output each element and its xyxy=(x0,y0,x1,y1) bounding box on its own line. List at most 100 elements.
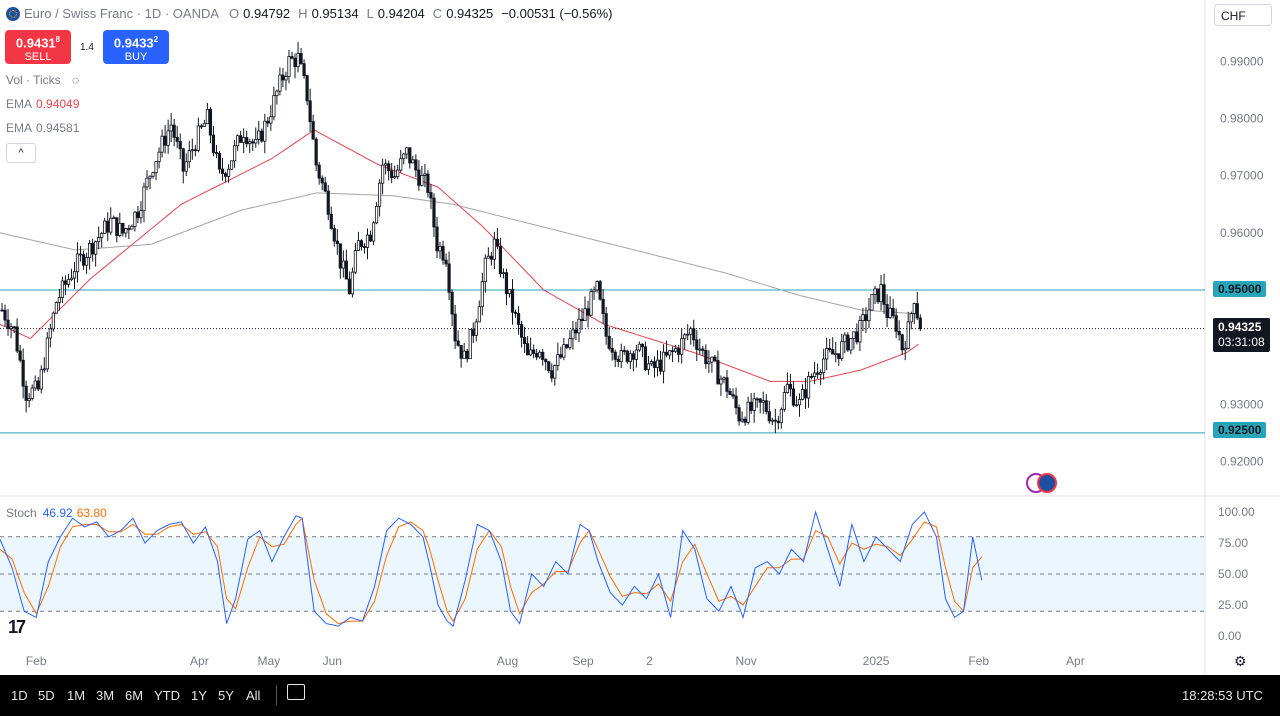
candle-body xyxy=(643,346,648,370)
candle xyxy=(139,201,143,224)
range-1y[interactable]: 1Y xyxy=(191,688,207,703)
candle xyxy=(266,116,270,128)
candle xyxy=(471,322,475,344)
candle xyxy=(728,387,732,396)
currency-selector[interactable]: CHF xyxy=(1214,4,1272,26)
candle xyxy=(513,309,518,318)
candle xyxy=(15,318,19,353)
candle-body xyxy=(411,159,415,164)
candle xyxy=(592,286,596,301)
candle-body xyxy=(447,263,451,293)
chevron-up-icon: ^ xyxy=(18,147,24,159)
candle-body xyxy=(362,246,367,248)
candle xyxy=(888,296,892,319)
candle-body xyxy=(631,353,635,360)
candle xyxy=(822,348,826,380)
candle xyxy=(393,165,397,180)
candle-body xyxy=(592,289,596,293)
candle xyxy=(474,318,478,342)
sell-label: SELL xyxy=(24,51,52,64)
candle-body xyxy=(154,161,158,174)
sell-price-pip: 8 xyxy=(55,35,61,44)
candle-body xyxy=(353,250,358,273)
candle xyxy=(683,333,687,350)
candle xyxy=(226,164,231,183)
range-1m[interactable]: 1M xyxy=(67,688,86,703)
candle-body xyxy=(498,245,503,275)
buy-button[interactable]: 0.94332 BUY xyxy=(103,30,169,64)
candle xyxy=(344,249,348,280)
ema-slow-value: 0.94581 xyxy=(36,121,80,135)
candle-body xyxy=(619,350,623,363)
candle-body xyxy=(755,398,759,401)
candle xyxy=(36,376,40,391)
candle xyxy=(671,346,675,363)
range-3m[interactable]: 3M xyxy=(96,688,115,703)
volume-indicator[interactable]: Vol · Ticks ◌ xyxy=(6,73,79,87)
candle xyxy=(701,345,705,357)
hidden-eye-icon[interactable]: ◌ xyxy=(72,73,80,87)
candle-body xyxy=(356,240,361,251)
candle xyxy=(263,113,267,154)
go-to-date-calendar-icon[interactable] xyxy=(287,684,305,700)
buy-price: 0.9433 xyxy=(113,35,154,51)
change-value: −0.00531 (−0.56%) xyxy=(501,6,613,21)
candle xyxy=(788,373,793,397)
stoch-legend[interactable]: Stoch 46.92 63.80 xyxy=(6,506,107,520)
ema-fast-line xyxy=(0,129,919,382)
candle-body xyxy=(743,418,747,423)
candle-body xyxy=(88,242,92,259)
range-all[interactable]: All xyxy=(246,688,261,703)
candle-body xyxy=(695,339,699,350)
candle xyxy=(834,341,838,363)
candle xyxy=(88,239,92,270)
ema-slow-indicator[interactable]: EMA 0.94581 xyxy=(6,121,79,135)
candle xyxy=(867,298,871,328)
range-ytd[interactable]: YTD xyxy=(154,688,180,703)
candle xyxy=(782,386,786,412)
range-1d[interactable]: 1D xyxy=(11,688,28,703)
candle-body xyxy=(671,350,675,353)
candle-body xyxy=(453,313,457,342)
candle xyxy=(900,333,904,356)
candle xyxy=(124,227,128,238)
sell-button[interactable]: 0.94318 SELL xyxy=(5,30,71,64)
candle-body xyxy=(477,306,481,323)
candle xyxy=(411,155,415,164)
candle xyxy=(529,337,533,357)
candle xyxy=(187,140,191,169)
candle xyxy=(613,349,617,368)
range-5d[interactable]: 5D xyxy=(38,688,55,703)
bottom-toolbar: 1D 5D 1M 3M 6M YTD 1Y 5Y All 18:28:53 UT… xyxy=(0,675,1280,716)
range-6m[interactable]: 6M xyxy=(125,688,144,703)
ema-fast-indicator[interactable]: EMA 0.94049 xyxy=(6,97,79,111)
candle-body xyxy=(731,394,735,397)
candle-body xyxy=(208,108,213,136)
utc-clock[interactable]: 18:28:53 UTC xyxy=(1182,688,1263,703)
candle-body xyxy=(912,303,916,314)
candle-body xyxy=(269,116,273,124)
candle xyxy=(840,333,844,361)
sell-price: 0.9431 xyxy=(15,35,56,51)
candle xyxy=(571,320,575,350)
euro-event-icon[interactable] xyxy=(1037,473,1057,493)
candle xyxy=(353,243,358,274)
collapse-legend-button[interactable]: ^ xyxy=(6,143,36,163)
candle xyxy=(374,202,379,225)
candle xyxy=(906,311,910,350)
candle-body xyxy=(232,145,237,162)
candle xyxy=(127,224,131,240)
candle-body xyxy=(214,152,219,154)
candle xyxy=(559,346,563,359)
candle xyxy=(489,252,493,266)
stoch-label: Stoch xyxy=(6,506,37,520)
ema-fast-value: 0.94049 xyxy=(36,97,80,111)
settings-gear-icon[interactable]: ⚙ xyxy=(1234,653,1247,669)
range-5y[interactable]: 5Y xyxy=(218,688,234,703)
candle-body xyxy=(368,234,373,242)
candle-body xyxy=(60,280,65,298)
candle-body xyxy=(51,312,55,330)
symbol-title[interactable]: Euro / Swiss Franc · 1D · OANDA xyxy=(24,6,220,21)
candle-body xyxy=(634,349,638,360)
